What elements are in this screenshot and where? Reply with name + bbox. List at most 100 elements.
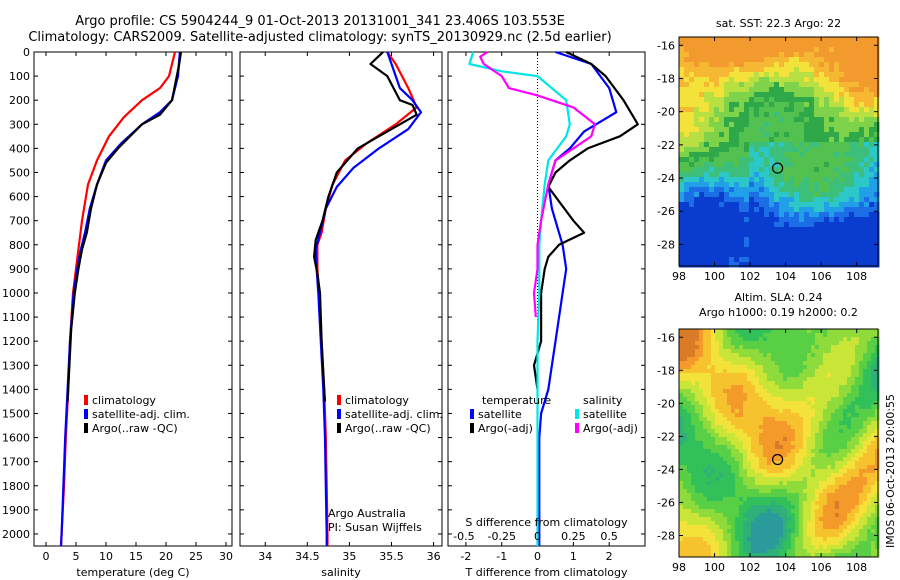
map-cell — [819, 142, 825, 148]
map-cell — [729, 62, 735, 68]
map-cell — [835, 525, 840, 530]
map-cell — [747, 361, 752, 366]
y-tick-label: 400 — [9, 142, 30, 155]
map-cell — [824, 257, 830, 263]
map-cell — [789, 142, 795, 148]
map-cell — [859, 77, 865, 83]
map-cell — [703, 377, 708, 382]
map-cell — [691, 393, 696, 398]
map-cell — [769, 57, 775, 63]
map-cell — [767, 481, 772, 486]
map-cell — [827, 521, 832, 526]
map-cell — [795, 401, 800, 406]
map-cell — [709, 182, 715, 188]
map-cell — [864, 222, 870, 228]
map-cell — [699, 112, 705, 118]
map-cell — [739, 42, 745, 48]
map-cell — [699, 212, 705, 218]
map-cell — [839, 481, 844, 486]
map-cell — [783, 337, 788, 342]
map-cell — [703, 373, 708, 378]
map-cell — [855, 365, 860, 370]
map-cell — [723, 545, 728, 550]
map-cell — [843, 505, 848, 510]
map-cell — [689, 157, 695, 163]
map-cell — [707, 337, 712, 342]
map-cell — [709, 102, 715, 108]
map-cell — [863, 513, 868, 518]
map-cell — [735, 453, 740, 458]
map-cell — [863, 537, 868, 542]
map-cell — [814, 107, 820, 113]
map-cell — [695, 353, 700, 358]
map-cell — [827, 437, 832, 442]
map-cell — [859, 157, 865, 163]
map-cell — [795, 377, 800, 382]
map-cell — [699, 353, 704, 358]
map-cell — [699, 517, 704, 522]
map-cell — [735, 345, 740, 350]
map-cell — [789, 42, 795, 48]
map-cell — [779, 421, 784, 426]
map-cell — [751, 477, 756, 482]
map-cell — [707, 449, 712, 454]
map-cell — [829, 237, 835, 243]
map-cell — [695, 377, 700, 382]
map-cell — [749, 132, 755, 138]
map-cell — [844, 82, 850, 88]
map-cell — [775, 457, 780, 462]
map-cell — [849, 107, 855, 113]
map-cell — [719, 132, 725, 138]
map-cell — [751, 361, 756, 366]
map-cell — [807, 433, 812, 438]
map-cell — [715, 449, 720, 454]
map-cell — [687, 365, 692, 370]
map-cell — [774, 212, 780, 218]
map-cell — [834, 112, 840, 118]
map-cell — [747, 553, 752, 558]
map-cell — [869, 57, 875, 63]
map-cell — [731, 381, 736, 386]
map-cell — [799, 217, 805, 223]
y-tick-label: 2000 — [2, 528, 30, 541]
map-cell — [811, 393, 816, 398]
map-cell — [747, 541, 752, 546]
map-cell — [679, 97, 685, 103]
map-cell — [743, 349, 748, 354]
map-cell — [743, 453, 748, 458]
map-cell — [747, 509, 752, 514]
map-cell — [684, 202, 690, 208]
map-cell — [687, 413, 692, 418]
map-cell — [719, 227, 725, 233]
map-cell — [854, 252, 860, 258]
map-cell — [791, 389, 796, 394]
map-cell — [691, 337, 696, 342]
x-tick-label: 2 — [606, 550, 613, 563]
map-cell — [694, 117, 700, 123]
map-cell — [699, 349, 704, 354]
map-cell — [727, 469, 732, 474]
map-cell — [849, 37, 855, 43]
map-cell — [727, 553, 732, 558]
map-cell — [724, 157, 730, 163]
map-cell — [855, 521, 860, 526]
map-cell — [707, 385, 712, 390]
map-cell — [867, 425, 872, 430]
map-cell — [691, 353, 696, 358]
y-tick-label: 300 — [9, 118, 30, 131]
map-cell — [814, 262, 820, 268]
map-cell — [789, 57, 795, 63]
map-cell — [839, 509, 844, 514]
map-cell — [711, 449, 716, 454]
map-cell — [859, 365, 864, 370]
map-cell — [823, 469, 828, 474]
map-cell — [824, 67, 830, 73]
map-cell — [687, 405, 692, 410]
map-cell — [727, 413, 732, 418]
map-cell — [763, 405, 768, 410]
map-cell — [815, 457, 820, 462]
map-cell — [711, 385, 716, 390]
map-cell — [799, 57, 805, 63]
map-cell — [863, 525, 868, 530]
map-cell — [859, 505, 864, 510]
